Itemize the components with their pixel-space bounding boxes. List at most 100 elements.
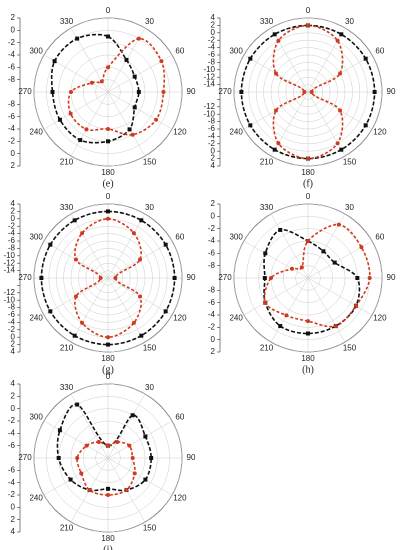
r-tick-label: -2 [8, 136, 16, 145]
marker [131, 320, 136, 325]
grid-spoke [107, 213, 146, 279]
marker [136, 36, 141, 41]
marker [72, 333, 77, 338]
marker [321, 249, 326, 254]
theta-tick-label: 180 [101, 534, 115, 543]
r-tick-label: -6 [208, 50, 216, 59]
r-tick-label: -8 [208, 285, 216, 294]
marker [339, 147, 344, 152]
marker [39, 276, 44, 280]
r-tick-label: -6 [208, 298, 216, 307]
marker [333, 324, 338, 329]
theta-tick-label: 150 [343, 343, 357, 352]
grid-spoke [107, 277, 146, 343]
theta-tick-label: 30 [145, 203, 154, 212]
marker [306, 23, 310, 28]
theta-tick-label: 210 [60, 157, 74, 166]
theta-tick-label: 240 [29, 314, 43, 323]
marker [57, 428, 62, 433]
marker [338, 71, 343, 76]
grid-spoke [243, 277, 309, 316]
grid-spoke [70, 213, 109, 279]
marker [52, 59, 57, 64]
r-tick-label: -4 [8, 478, 16, 487]
r-tick-label: -12 [203, 72, 215, 81]
theta-tick-label: 240 [29, 494, 43, 503]
marker [48, 242, 53, 247]
r-tick-label: 2 [11, 340, 16, 349]
r-tick-label: -2 [8, 490, 16, 499]
r-tick-label: 4 [11, 379, 16, 388]
marker [332, 260, 337, 265]
marker [68, 111, 73, 116]
marker [363, 56, 368, 61]
r-tick-label: -10 [203, 109, 215, 118]
theta-tick-label: 30 [345, 17, 354, 26]
marker [143, 434, 148, 439]
theta-tick-label: 210 [260, 343, 274, 352]
marker [338, 108, 343, 113]
marker [132, 471, 137, 476]
marker [289, 266, 294, 271]
marker [106, 216, 110, 221]
r-tick-label: 4 [11, 199, 16, 208]
theta-tick-label: 270 [218, 87, 232, 96]
marker [68, 477, 73, 482]
theta-tick-label: 180 [101, 168, 115, 177]
theta-tick-label: 300 [229, 47, 243, 56]
theta-tick-label: 30 [145, 17, 154, 26]
r-tick-label: -6 [8, 62, 16, 71]
marker [72, 218, 77, 223]
r-tick-label: -6 [8, 236, 16, 245]
marker [276, 141, 281, 146]
r-tick-label: -2 [8, 416, 16, 425]
theta-tick-label: 240 [229, 128, 243, 137]
theta-tick-label: 90 [187, 87, 196, 96]
marker [106, 493, 110, 497]
marker [127, 443, 132, 448]
grid-spoke [70, 277, 109, 343]
marker [273, 71, 278, 76]
r-tick-label: -2 [208, 322, 216, 331]
theta-tick-label: 180 [101, 354, 115, 363]
marker [98, 276, 103, 280]
theta-tick-label: 60 [175, 413, 184, 422]
marker [106, 342, 110, 347]
r-tick-label: -4 [208, 236, 216, 245]
marker [355, 276, 360, 280]
marker [163, 309, 168, 314]
r-tick-label: 0 [11, 502, 16, 511]
marker [132, 105, 137, 110]
polar-chart: -8 -8 -6 -6 -4 -4 -2 -2 0 0 2 2 0 30 60 90 120 150 180 210 2… [208, 192, 396, 375]
marker [306, 239, 310, 243]
theta-tick-label: 60 [375, 47, 384, 56]
subplot-label: (e) [102, 178, 113, 189]
r-tick-label: 2 [211, 154, 216, 163]
marker [306, 156, 310, 161]
r-tick-label: 0 [211, 335, 216, 344]
pattern-line [263, 223, 371, 328]
r-tick-label: -14 [3, 266, 15, 275]
marker [139, 218, 144, 223]
marker [124, 57, 129, 62]
r-tick-label: 4 [211, 161, 216, 170]
theta-tick-label: 150 [343, 157, 357, 166]
marker [89, 80, 94, 85]
marker [75, 402, 80, 407]
marker [339, 32, 344, 37]
theta-tick-label: 90 [187, 453, 196, 462]
theta-tick-label: 90 [387, 273, 396, 282]
r-tick-label: -12 [203, 102, 215, 111]
marker [73, 294, 78, 299]
marker [69, 90, 73, 94]
r-tick-label: 4 [211, 13, 216, 22]
marker [248, 123, 253, 128]
theta-tick-label: 150 [143, 343, 157, 352]
theta-tick-label: 210 [260, 157, 274, 166]
marker [306, 331, 310, 336]
r-tick-label: 2 [11, 391, 16, 400]
grid-spoke [307, 91, 346, 157]
theta-tick-label: 90 [187, 273, 196, 282]
grid-spoke [307, 277, 346, 343]
